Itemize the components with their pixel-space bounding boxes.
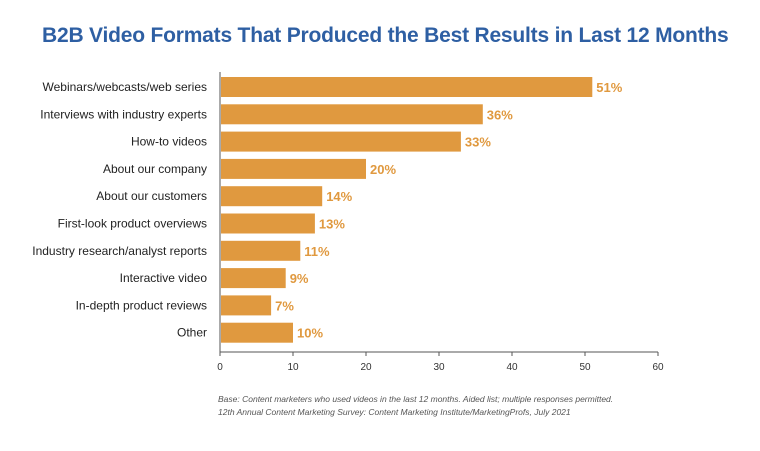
category-label: Webinars/webcasts/web series xyxy=(42,80,207,94)
category-label: Interactive video xyxy=(120,271,208,285)
value-label: 11% xyxy=(304,244,330,259)
bar xyxy=(221,158,366,179)
x-tick-label: 40 xyxy=(506,362,518,373)
value-label: 51% xyxy=(596,80,622,95)
value-label: 13% xyxy=(319,217,345,232)
footnote-source: 12th Annual Content Marketing Survey: Co… xyxy=(218,407,571,417)
category-label: How-to videos xyxy=(131,135,207,149)
x-tick-label: 0 xyxy=(217,362,223,373)
value-label: 7% xyxy=(275,298,294,313)
category-label: Industry research/analyst reports xyxy=(32,244,207,258)
x-tick-label: 20 xyxy=(360,362,372,373)
category-label: About our customers xyxy=(96,189,207,203)
bar xyxy=(221,240,301,261)
bar xyxy=(221,268,286,289)
x-tick-label: 30 xyxy=(433,362,445,373)
category-label: Interviews with industry experts xyxy=(40,107,207,121)
footnote-base: Base: Content marketers who used videos … xyxy=(218,394,614,404)
bar xyxy=(221,77,593,97)
category-label: In-depth product reviews xyxy=(76,298,207,312)
x-tick-label: 60 xyxy=(652,362,664,373)
value-label: 14% xyxy=(326,189,352,204)
bar xyxy=(221,322,293,343)
bar xyxy=(221,186,323,207)
bar xyxy=(221,131,461,152)
value-label: 20% xyxy=(370,162,396,177)
value-label: 9% xyxy=(290,271,309,286)
chart-title: B2B Video Formats That Produced the Best… xyxy=(42,24,729,47)
bar xyxy=(221,295,272,316)
x-tick-label: 10 xyxy=(287,362,299,373)
category-label: Other xyxy=(177,326,207,340)
bar xyxy=(221,213,315,234)
value-label: 33% xyxy=(465,135,491,150)
value-label: 10% xyxy=(297,326,323,341)
category-label: About our company xyxy=(103,162,207,176)
bar xyxy=(221,104,483,125)
x-tick-label: 50 xyxy=(579,362,591,373)
value-label: 36% xyxy=(487,107,513,122)
category-label: First-look product overviews xyxy=(58,217,207,231)
